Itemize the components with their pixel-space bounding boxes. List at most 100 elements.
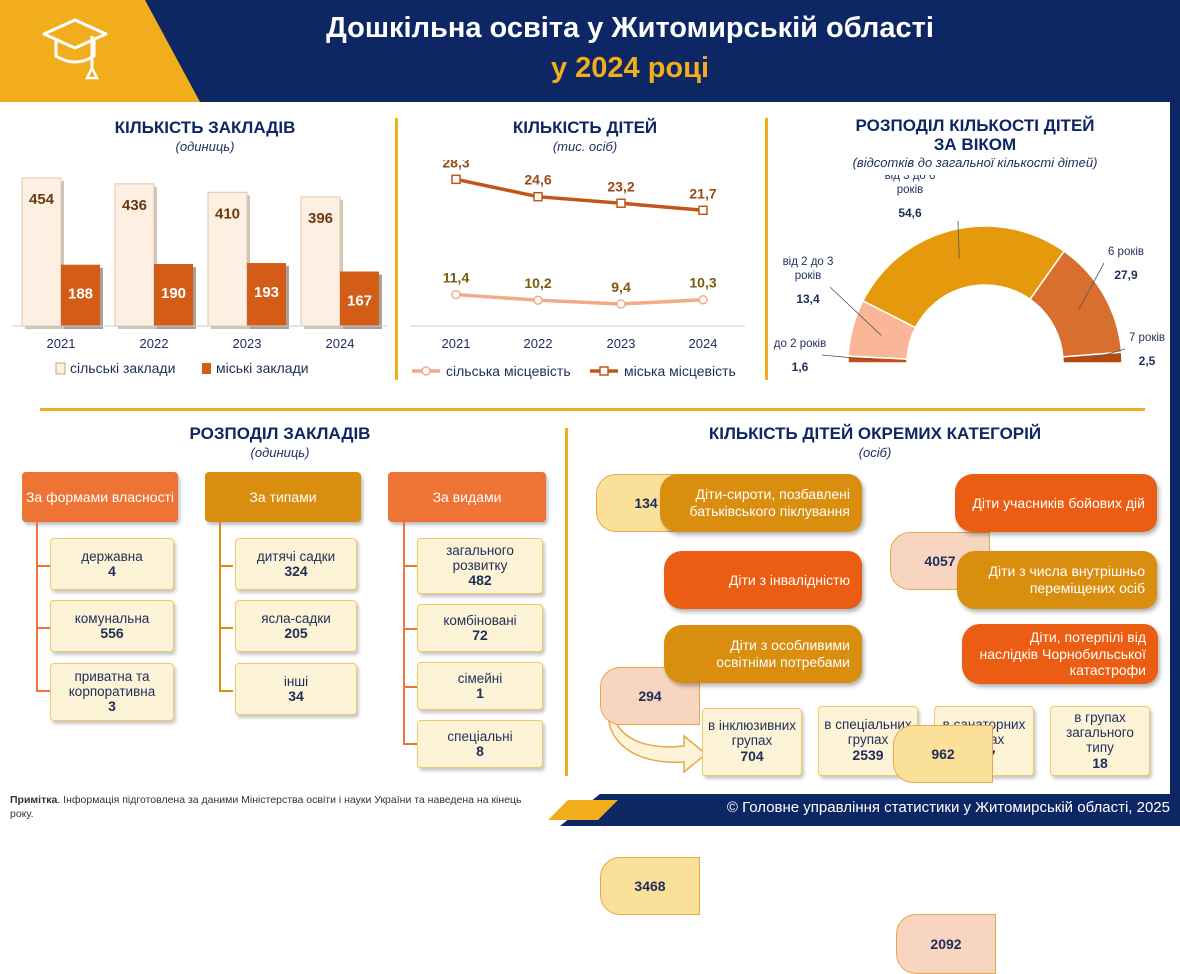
category-value: 3468 — [600, 857, 700, 915]
marker-urban — [698, 205, 708, 216]
marker-rural — [451, 289, 461, 300]
marker-urban — [451, 174, 461, 185]
group-value: 18 — [1092, 754, 1108, 771]
tree-connector — [403, 743, 417, 745]
types-label: ясла-садки — [261, 610, 331, 626]
bar-rural — [21, 177, 62, 327]
bar-label-urban: 193 — [254, 284, 279, 301]
bar-urban — [340, 271, 379, 326]
footer-accent — [548, 800, 618, 820]
categories-subtitle: (осіб) — [858, 445, 892, 460]
divider — [395, 118, 398, 380]
slice-value: 54,6 — [898, 206, 922, 220]
legend-marker-rural — [421, 366, 431, 376]
group-value: 704 — [740, 748, 764, 765]
data-label-urban: 24,6 — [524, 172, 551, 188]
institutions-subtitle: (одиниць) — [175, 139, 235, 154]
kinds-label: сімейні — [457, 670, 503, 686]
divider — [765, 118, 768, 380]
bar-label-urban: 167 — [347, 293, 372, 310]
categories-title: КІЛЬКІСТЬ ДІТЕЙ ОКРЕМИХ КАТЕГОРІЙ — [708, 424, 1042, 443]
slice-value: 13,4 — [796, 292, 820, 306]
types-label: дитячі садки — [256, 548, 336, 564]
tree-connector — [403, 565, 417, 567]
kinds-item: сімейні 1 — [417, 662, 543, 710]
header-banner — [0, 0, 1180, 102]
types-item: інші 34 — [235, 663, 357, 715]
slice-value: 27,9 — [1114, 268, 1138, 282]
tree-connector — [36, 565, 50, 567]
kinds-value: 1 — [476, 684, 484, 701]
footnote-text: . Інформація підготовлена за даними Міні… — [10, 794, 522, 820]
group-label: в інклюзивних групах — [707, 718, 797, 749]
ownership-head: За формами власності — [22, 472, 178, 522]
category-label: Діти, потерпілі від наслідків Чорнобильс… — [962, 624, 1158, 684]
types-value: 324 — [284, 562, 308, 579]
slice-value: 2,5 — [1139, 354, 1156, 368]
x-tick-label: 2022 — [140, 336, 169, 351]
x-tick-label: 2022 — [524, 336, 553, 351]
ownership-label: приватна та корпоративна — [68, 669, 156, 700]
bar-rural — [114, 183, 155, 327]
page-title: Дошкільна освіта у Житомирській області — [326, 12, 934, 44]
category-value: 2092 — [896, 914, 996, 974]
leader-line — [1078, 262, 1105, 311]
slice-label: років — [795, 270, 822, 282]
tree-connector — [219, 690, 233, 692]
leader-line — [1092, 348, 1126, 360]
footer-bar — [560, 794, 1180, 826]
ownership-value: 556 — [100, 624, 124, 641]
leader-line — [829, 286, 882, 336]
ownership-item: приватна та корпоративна 3 — [50, 663, 174, 721]
tree-connector — [403, 522, 405, 744]
x-tick-label: 2021 — [442, 336, 471, 351]
tree-connector — [403, 628, 417, 630]
legend-label-urban: міські заклади — [216, 360, 309, 376]
data-label-rural: 10,2 — [524, 275, 551, 291]
marker-rural — [533, 295, 543, 305]
bar-label-rural: 410 — [215, 205, 240, 222]
data-label-urban: 21,7 — [689, 185, 716, 201]
kinds-head: За видами — [388, 472, 546, 522]
slice — [1061, 351, 1123, 364]
footnote-label: Примітка — [10, 794, 58, 806]
ownership-label: державна — [81, 548, 143, 564]
data-label-urban: 28,3 — [442, 160, 469, 170]
legend-swatch-rural — [55, 362, 66, 375]
kinds-item: комбіновані 72 — [417, 604, 543, 652]
children-line-chart: 28,3 24,6 23,2 21,7 11,4 10,2 9,4 10,3 2021 2022 2… — [410, 160, 745, 379]
slice-label: 6 років — [1108, 246, 1144, 258]
legend-marker-urban — [599, 366, 609, 376]
legend-swatch-urban — [202, 363, 211, 374]
series-line-rural — [455, 292, 704, 306]
age-title-line2: ЗА ВІКОМ — [933, 135, 1017, 154]
bar-label-rural: 436 — [122, 197, 147, 214]
divider — [565, 428, 568, 776]
bar-label-rural: 454 — [29, 191, 55, 208]
marker-urban — [616, 198, 626, 208]
bar-urban — [247, 263, 286, 326]
types-item: дитячі садки 324 — [235, 538, 357, 590]
series-line-urban — [455, 177, 704, 213]
kinds-item: загального розвитку 482 — [417, 538, 543, 594]
category-value: 294 — [600, 667, 700, 725]
kinds-label: комбіновані — [443, 612, 517, 628]
age-title-line1: РОЗПОДІЛ КІЛЬКОСТІ ДІТЕЙ — [855, 116, 1095, 135]
data-label-rural: 9,4 — [611, 279, 631, 295]
group-label: в спеціальних групах — [824, 717, 912, 748]
kinds-label: спеціальні — [447, 728, 513, 744]
x-tick-label: 2024 — [326, 336, 355, 351]
tree-connector — [219, 522, 221, 692]
ownership-item: комунальна 556 — [50, 600, 174, 652]
marker-rural — [698, 294, 708, 305]
tree-connector — [219, 627, 233, 629]
bar-label-urban: 188 — [68, 286, 93, 303]
group-value: 2539 — [852, 747, 884, 764]
kinds-value: 482 — [468, 572, 492, 589]
kinds-item: спеціальні 8 — [417, 720, 543, 768]
tree-connector — [403, 686, 417, 688]
category-label: Діти-сироти, позбавлені батьківського пі… — [660, 474, 862, 532]
right-frame — [1170, 102, 1180, 826]
tree-connector — [219, 565, 233, 567]
bar-label-rural: 396 — [308, 210, 333, 227]
